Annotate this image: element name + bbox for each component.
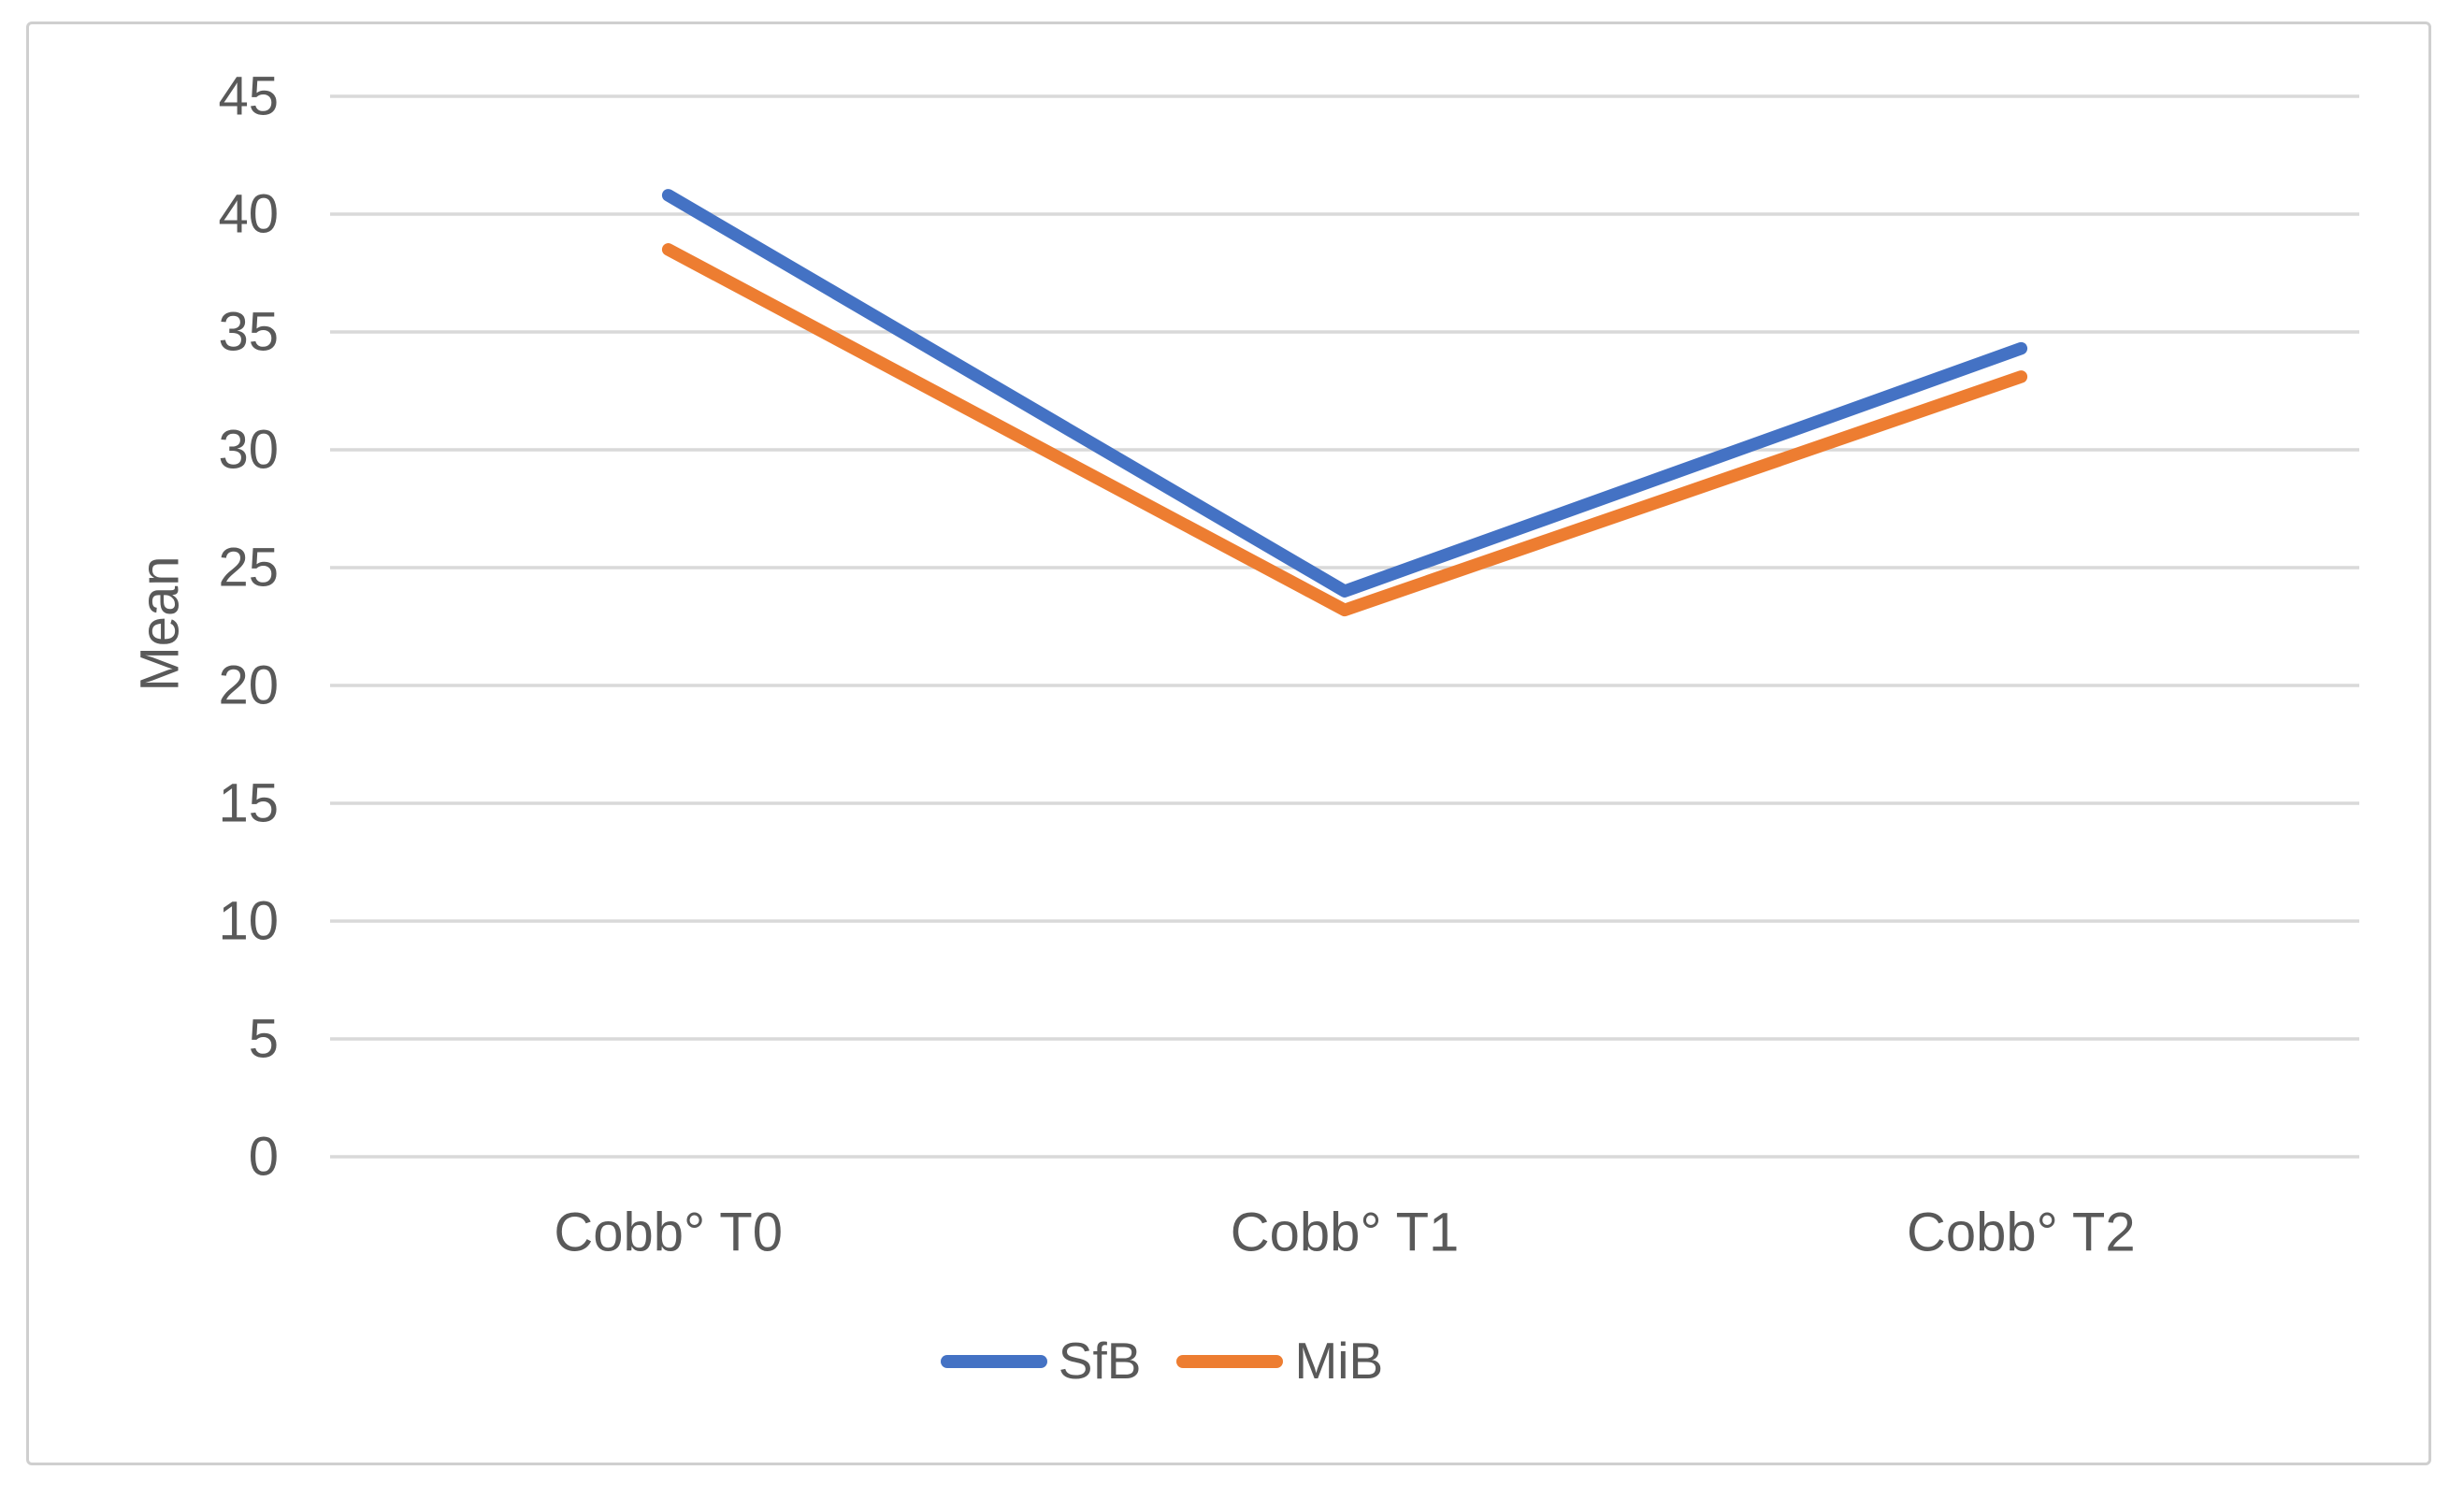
y-tick-label: 10 xyxy=(218,891,279,952)
x-category-label: Cobb° T1 xyxy=(1231,1203,1460,1263)
legend-swatch-sfb xyxy=(940,1354,1047,1368)
series-line-mib xyxy=(661,243,2028,617)
x-category-label: Cobb° T0 xyxy=(554,1203,783,1263)
legend-swatch-mib xyxy=(1176,1354,1284,1368)
y-tick-label: 40 xyxy=(218,184,279,245)
legend-item-sfb: SfB xyxy=(940,1332,1142,1390)
chart-legend: SfB MiB xyxy=(0,1335,2394,1387)
y-tick-label: 35 xyxy=(218,302,279,363)
y-tick-label: 0 xyxy=(249,1127,279,1188)
x-category-label: Cobb° T2 xyxy=(1907,1203,2136,1263)
legend-label-mib: MiB xyxy=(1294,1332,1384,1390)
y-tick-label: 45 xyxy=(218,66,279,127)
legend-label-sfb: SfB xyxy=(1058,1332,1142,1390)
y-tick-label: 30 xyxy=(218,420,279,481)
y-tick-label: 20 xyxy=(218,656,279,716)
legend-item-mib: MiB xyxy=(1176,1335,1383,1387)
y-axis-title: Mean xyxy=(130,555,191,691)
y-tick-label: 15 xyxy=(218,773,279,834)
y-tick-label: 25 xyxy=(218,538,279,598)
chart-border-frame xyxy=(26,22,2431,1465)
series-line-sfb xyxy=(661,189,2028,598)
y-tick-label: 5 xyxy=(249,1009,279,1070)
